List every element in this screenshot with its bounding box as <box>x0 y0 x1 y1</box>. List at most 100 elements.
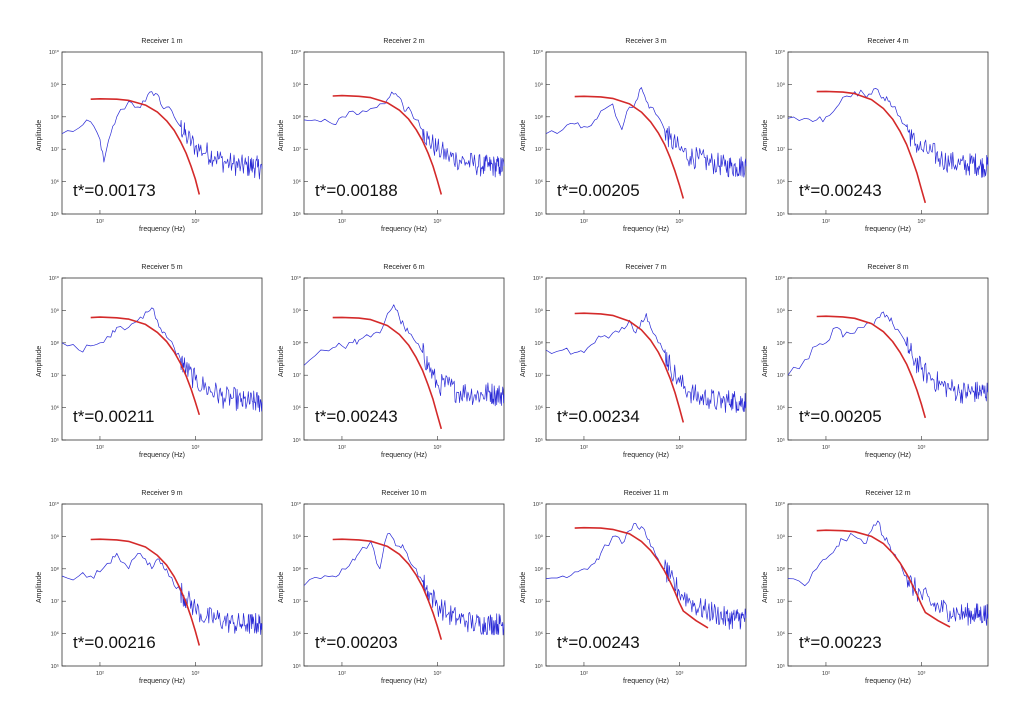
y-tick-label: 10⁸ <box>535 114 543 121</box>
y-tick-label: 10¹⁰ <box>775 49 786 56</box>
y-tick-label: 10⁹ <box>777 533 785 540</box>
y-tick-label: 10⁶ <box>51 631 59 638</box>
x-tick-label: 10² <box>580 671 588 677</box>
y-tick-label: 10¹⁰ <box>291 275 302 282</box>
fit-curve <box>574 312 685 423</box>
y-tick-label: 10¹⁰ <box>775 275 786 282</box>
y-tick-label: 10⁷ <box>777 372 785 379</box>
t-star-annotation: t*=0.00223 <box>799 633 882 652</box>
fit-curve <box>816 529 951 628</box>
x-axis-label: frequency (Hz) <box>381 452 427 459</box>
panel-title: Receiver 5 m <box>141 264 183 271</box>
y-tick-label: 10⁷ <box>535 372 543 379</box>
spectrum-line <box>787 311 989 404</box>
y-tick-label: 10⁸ <box>51 340 59 347</box>
y-tick-label: 10⁶ <box>777 631 785 638</box>
x-axis-label: frequency (Hz) <box>139 678 185 685</box>
y-tick-label: 10⁸ <box>777 340 785 347</box>
x-tick-label: 10³ <box>191 445 199 451</box>
y-tick-label: 10⁵ <box>293 437 301 444</box>
x-tick-label: 10³ <box>433 445 441 451</box>
t-star-annotation: t*=0.00203 <box>315 633 398 652</box>
x-tick-label: 10² <box>338 671 346 677</box>
y-tick-label: 10⁶ <box>535 631 543 638</box>
t-star-annotation: t*=0.00243 <box>557 633 640 652</box>
y-tick-label: 10¹⁰ <box>49 275 60 282</box>
plot-frame <box>61 51 263 215</box>
t-star-annotation: t*=0.00243 <box>799 181 882 200</box>
y-tick-label: 10⁵ <box>51 437 59 444</box>
y-tick-label: 10⁶ <box>535 405 543 412</box>
x-tick-label: 10² <box>822 445 830 451</box>
spectrum-line <box>61 307 263 413</box>
y-tick-label: 10⁷ <box>535 146 543 153</box>
y-tick-label: 10⁷ <box>51 146 59 153</box>
y-tick-label: 10⁷ <box>535 598 543 605</box>
plot-frame <box>61 277 263 441</box>
x-axis-label: frequency (Hz) <box>623 226 669 233</box>
spectrum-line <box>61 552 263 635</box>
x-tick-label: 10³ <box>191 219 199 225</box>
panel-title: Receiver 9 m <box>141 490 183 497</box>
y-tick-label: 10⁷ <box>293 598 301 605</box>
spectrum-plot: 10¹⁰ 10⁹ 10⁸ 10⁷ 10⁶ 10⁵ 10² 10³ <box>533 501 747 677</box>
y-tick-label: 10⁸ <box>777 114 785 121</box>
y-tick-label: 10⁹ <box>777 307 785 314</box>
y-tick-label: 10⁹ <box>535 81 543 88</box>
fit-curve <box>332 94 443 195</box>
x-axis-label: frequency (Hz) <box>623 678 669 685</box>
spectrum-line <box>61 91 263 180</box>
spectrum-plot: 10¹⁰ 10⁹ 10⁸ 10⁷ 10⁶ 10⁵ 10² 10³ <box>291 501 505 677</box>
y-tick-label: 10⁹ <box>777 81 785 88</box>
spectrum-plot: 10¹⁰ 10⁹ 10⁸ 10⁷ 10⁶ 10⁵ 10² 10³ <box>775 501 989 677</box>
fit-curve <box>574 95 685 199</box>
y-tick-label: 10⁹ <box>293 307 301 314</box>
spectrum-plot: 10¹⁰ 10⁹ 10⁸ 10⁷ 10⁶ 10⁵ 10² 10³ <box>291 275 505 451</box>
y-tick-label: 10⁸ <box>535 340 543 347</box>
y-tick-label: 10⁶ <box>51 405 59 412</box>
t-star-annotation: t*=0.00173 <box>73 181 156 200</box>
t-star-annotation: t*=0.00243 <box>315 407 398 426</box>
t-star-annotation: t*=0.00205 <box>799 407 882 426</box>
y-tick-label: 10⁸ <box>51 566 59 573</box>
plot-frame <box>303 503 505 667</box>
x-tick-label: 10³ <box>675 445 683 451</box>
x-tick-label: 10³ <box>191 671 199 677</box>
plot-frame <box>545 503 747 667</box>
panel-title: Receiver 2 m <box>383 38 425 45</box>
y-tick-label: 10⁸ <box>293 340 301 347</box>
panel-title: Receiver 7 m <box>625 264 667 271</box>
spectrum-plot: 10¹⁰ 10⁹ 10⁸ 10⁷ 10⁶ 10⁵ 10² 10³ <box>775 49 989 225</box>
x-tick-label: 10³ <box>433 671 441 677</box>
y-tick-label: 10⁵ <box>293 211 301 218</box>
x-axis-label: frequency (Hz) <box>139 452 185 459</box>
fit-curve <box>90 97 201 195</box>
spectrum-line <box>787 520 989 626</box>
x-axis-label: frequency (Hz) <box>381 226 427 233</box>
x-tick-label: 10² <box>96 219 104 225</box>
fit-curve <box>90 316 201 416</box>
panel-title: Receiver 3 m <box>625 38 667 45</box>
y-tick-label: 10⁵ <box>535 437 543 444</box>
x-axis-label: frequency (Hz) <box>623 452 669 459</box>
y-tick-label: 10⁶ <box>293 631 301 638</box>
x-tick-label: 10³ <box>675 671 683 677</box>
y-tick-label: 10⁹ <box>293 81 301 88</box>
x-tick-label: 10² <box>580 445 588 451</box>
y-tick-label: 10⁸ <box>777 566 785 573</box>
panel-title: Receiver 10 m <box>381 490 427 497</box>
y-tick-label: 10⁹ <box>51 81 59 88</box>
y-tick-label: 10⁶ <box>293 405 301 412</box>
panel-title: Receiver 12 m <box>865 490 911 497</box>
spectrum-plot: 10¹⁰ 10⁹ 10⁸ 10⁷ 10⁶ 10⁵ 10² 10³ <box>291 49 505 225</box>
x-axis-label: frequency (Hz) <box>865 452 911 459</box>
y-tick-label: 10⁹ <box>293 533 301 540</box>
y-tick-label: 10⁷ <box>293 146 301 153</box>
x-tick-label: 10² <box>822 671 830 677</box>
y-tick-label: 10⁷ <box>51 372 59 379</box>
x-tick-label: 10² <box>338 445 346 451</box>
t-star-annotation: t*=0.00188 <box>315 181 398 200</box>
spectrum-plot: 10¹⁰ 10⁹ 10⁸ 10⁷ 10⁶ 10⁵ 10² 10³ <box>49 49 263 225</box>
fit-curve <box>332 538 443 640</box>
